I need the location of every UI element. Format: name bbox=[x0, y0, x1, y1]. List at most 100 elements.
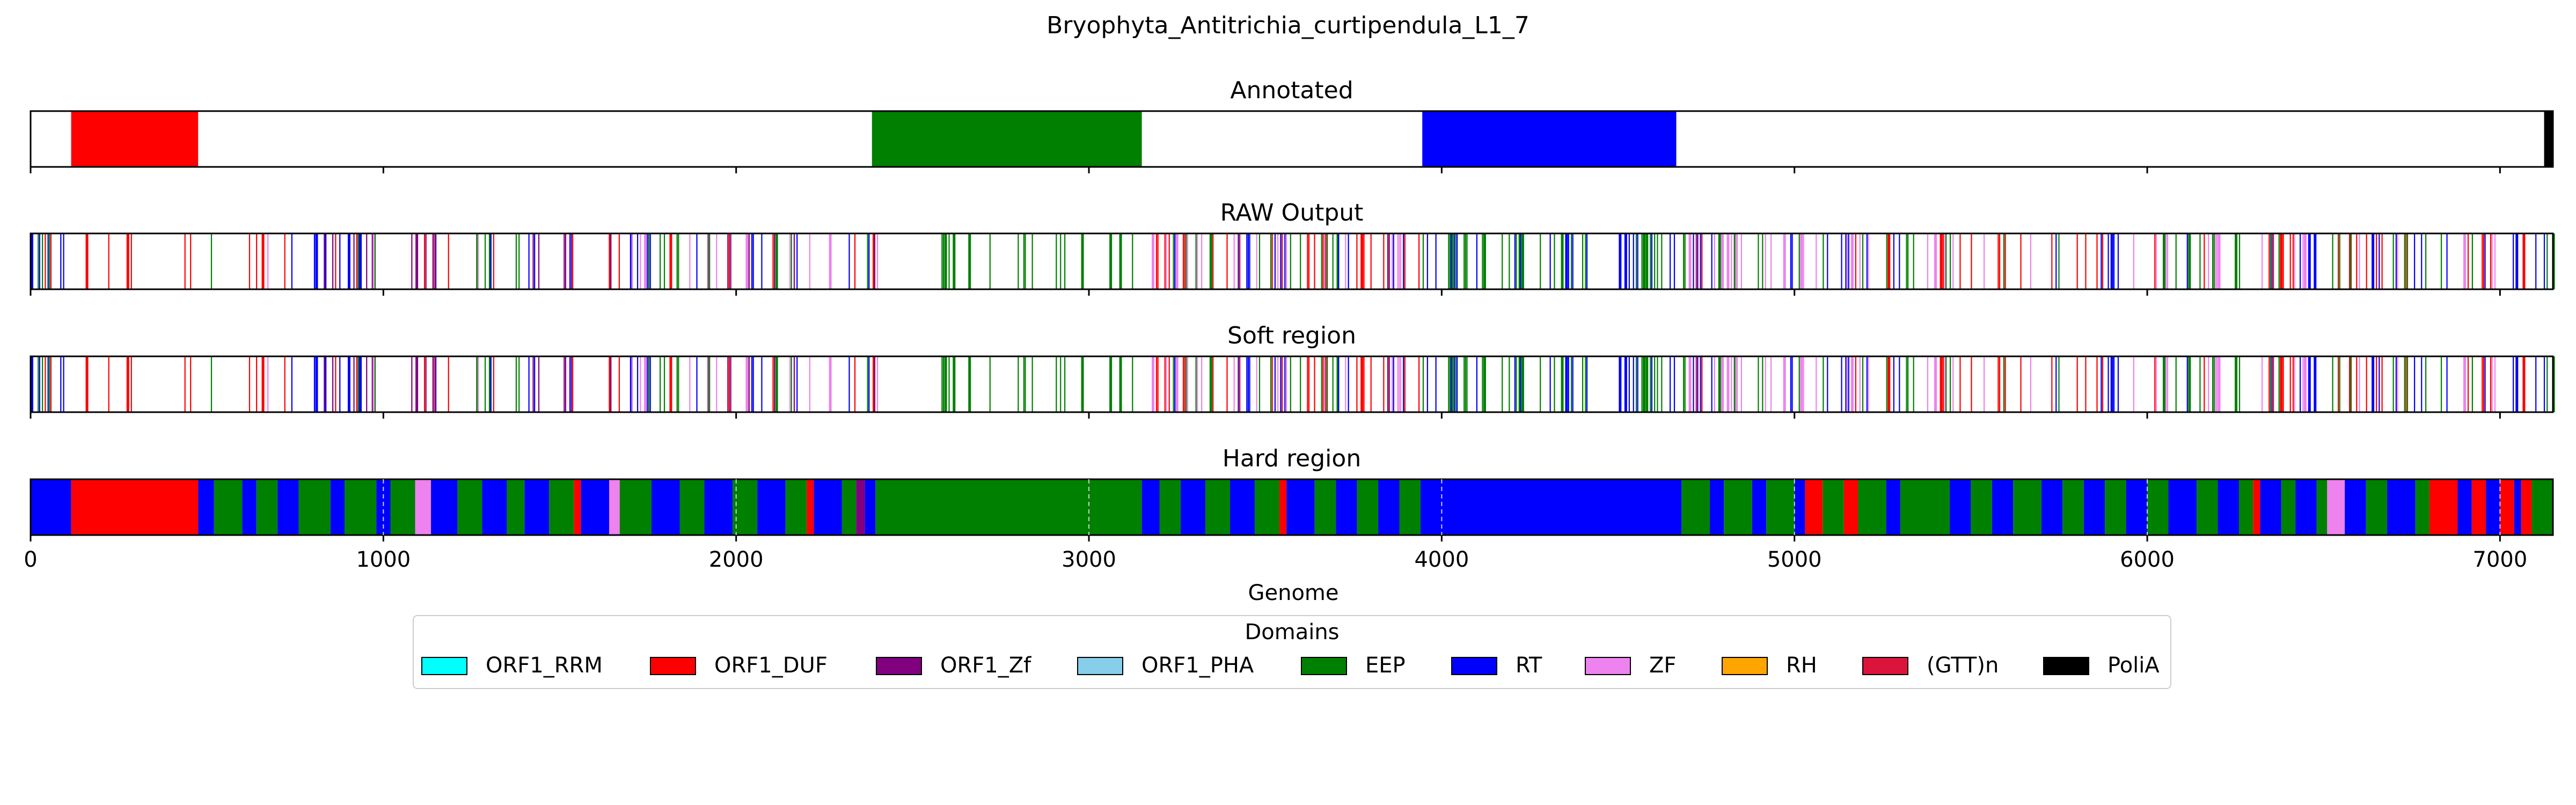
hit-rt bbox=[325, 356, 327, 412]
hit-rt bbox=[1848, 356, 1849, 412]
hit-eep bbox=[1449, 356, 1452, 412]
legend-title: Domains bbox=[1245, 620, 1339, 645]
hit-orf1-duf bbox=[873, 233, 876, 289]
hit-rt bbox=[1280, 356, 1282, 412]
segment-eep bbox=[345, 479, 377, 535]
hit-orf1-zf bbox=[411, 356, 413, 412]
hit-eep bbox=[1332, 356, 1334, 412]
hit-orf1-duf bbox=[2490, 233, 2492, 289]
hit-eep bbox=[374, 356, 376, 412]
legend-label: EEP bbox=[1365, 653, 1406, 678]
hit-orf1-duf bbox=[2102, 356, 2104, 412]
hit-zf bbox=[1400, 356, 1402, 412]
segment-zf bbox=[2327, 479, 2345, 535]
hit-zf bbox=[2218, 233, 2221, 289]
hit-rt bbox=[1274, 233, 1276, 289]
hit-orf1-duf bbox=[1383, 233, 1385, 289]
track-title: Annotated bbox=[1230, 77, 1353, 104]
hit-eep bbox=[518, 233, 520, 289]
hit-eep bbox=[867, 233, 868, 289]
hit-zf bbox=[1233, 233, 1235, 289]
hit-eep bbox=[38, 356, 39, 412]
track-frame bbox=[30, 478, 2554, 536]
hit-eep bbox=[1502, 233, 1503, 289]
hit-eep bbox=[1482, 356, 1483, 412]
hit-eep bbox=[709, 233, 711, 289]
hit-zf bbox=[1726, 356, 1730, 412]
hit-rt bbox=[630, 356, 633, 412]
hit-rt bbox=[1790, 356, 1792, 412]
hit-orf1-duf bbox=[1184, 356, 1185, 412]
hit-orf1-duf bbox=[45, 233, 46, 289]
hit-eep bbox=[1463, 356, 1465, 412]
hit-zf bbox=[1345, 356, 1346, 412]
segment-eep bbox=[1766, 479, 1795, 535]
hit-rt bbox=[752, 233, 754, 289]
hit-eep bbox=[1554, 356, 1555, 412]
hit-eep bbox=[38, 233, 39, 289]
hit-rt bbox=[647, 233, 648, 289]
track-frame bbox=[30, 232, 2554, 290]
hit-eep bbox=[357, 356, 361, 412]
segment-orf1-duf bbox=[574, 479, 581, 535]
hit-orf1-zf bbox=[565, 356, 567, 412]
hit-rt bbox=[2543, 233, 2545, 289]
hit-orf1-duf bbox=[2076, 233, 2078, 289]
hit-eep bbox=[1913, 356, 1914, 412]
hit-rt bbox=[2446, 356, 2448, 412]
hit-eep bbox=[485, 356, 486, 412]
hit-eep bbox=[2213, 356, 2215, 412]
hit-rt bbox=[1866, 356, 1868, 412]
hit-eep bbox=[476, 356, 479, 412]
x-axis-label: Genome bbox=[1248, 581, 1338, 605]
hit-eep bbox=[1645, 233, 1649, 289]
segment-rt bbox=[482, 479, 507, 535]
hit-rt bbox=[796, 233, 798, 289]
hit-rt bbox=[2314, 356, 2317, 412]
hit-orf1-duf bbox=[2004, 233, 2006, 289]
segment-eep bbox=[841, 479, 857, 535]
hit-eep bbox=[2199, 356, 2201, 412]
hit-zf bbox=[1803, 233, 1804, 289]
hit-rt bbox=[2515, 233, 2519, 289]
hit-eep bbox=[968, 356, 971, 412]
hit-rt bbox=[1393, 356, 1394, 412]
legend-item-orf1-pha: ORF1_PHA bbox=[1077, 653, 1254, 678]
hit-orf1-duf bbox=[2482, 233, 2483, 289]
hit-rt bbox=[647, 356, 648, 412]
hit-eep bbox=[2212, 356, 2214, 412]
hit-rt bbox=[1435, 233, 1437, 289]
hit-orf1-duf bbox=[1239, 233, 1241, 289]
track-frame bbox=[30, 355, 2554, 413]
legend-label: ORF1_PHA bbox=[1141, 653, 1254, 678]
hit-zf bbox=[1934, 233, 1937, 289]
hit-eep bbox=[1056, 233, 1057, 289]
hit-orf1-duf bbox=[669, 356, 672, 412]
hit-eep bbox=[1762, 356, 1763, 412]
hit-eep bbox=[488, 356, 492, 412]
hit-zf bbox=[1166, 356, 1167, 412]
hit-zf bbox=[829, 356, 832, 412]
hit-eep bbox=[1643, 233, 1646, 289]
hit-orf1-duf bbox=[1383, 356, 1385, 412]
hit-eep bbox=[1502, 356, 1503, 412]
segment-eep bbox=[1399, 479, 1421, 535]
hit-rt bbox=[1403, 356, 1404, 412]
hit-zf bbox=[2216, 233, 2218, 289]
hit-rt bbox=[1693, 356, 1694, 412]
hit-zf bbox=[1816, 356, 1817, 412]
hit-rt bbox=[1637, 356, 1638, 412]
hit-orf1-zf bbox=[324, 233, 327, 289]
hit-orf1-duf bbox=[772, 233, 774, 289]
hit-eep bbox=[944, 233, 947, 289]
segment-eep bbox=[2062, 479, 2084, 535]
hit-orf1-duf bbox=[1971, 356, 1972, 412]
hit-orf1-duf bbox=[1325, 233, 1327, 289]
x-axis: 0 1000 2000 3000 4000 5000 6000 7000 bbox=[24, 547, 2527, 572]
hit-eep bbox=[515, 233, 517, 289]
hit-orf1-zf bbox=[324, 356, 327, 412]
hit-eep bbox=[1582, 356, 1584, 412]
segment-zf bbox=[609, 479, 620, 535]
hit-eep bbox=[1684, 356, 1686, 412]
hit-rt bbox=[2395, 356, 2397, 412]
